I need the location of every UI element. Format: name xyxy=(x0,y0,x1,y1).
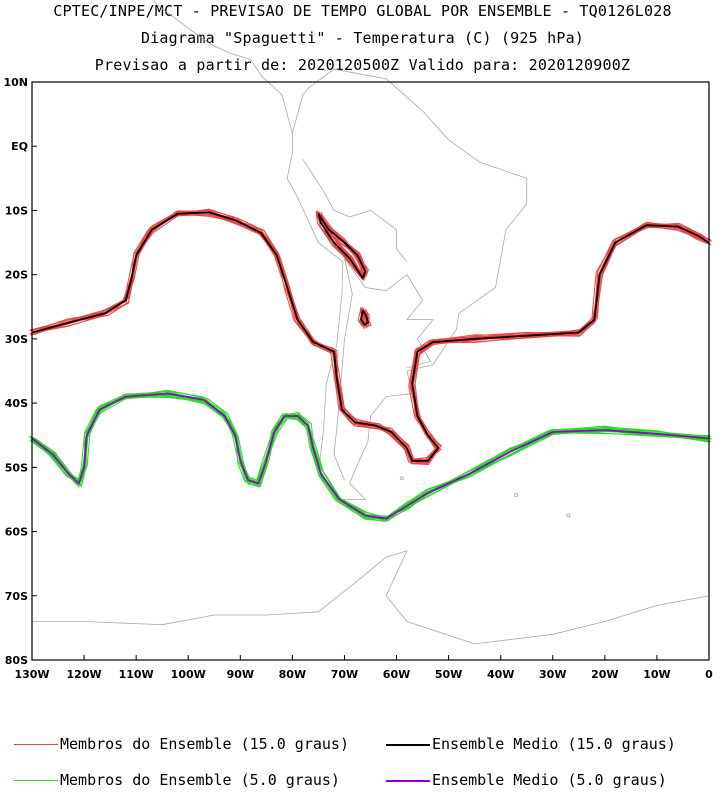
iso5-main-member-line xyxy=(33,393,708,522)
lon-tick-label: 30W xyxy=(539,668,566,681)
south-america-borders xyxy=(344,258,434,369)
legend-item-member5: Membros do Ensemble (5.0 graus) xyxy=(14,771,340,789)
lon-tick-label: 10W xyxy=(643,668,670,681)
legend-label-mean5: Ensemble Medio (5.0 graus) xyxy=(432,771,667,789)
lon-tick-label: 0 xyxy=(705,668,713,681)
legend-item-member15: Membros do Ensemble (15.0 graus) xyxy=(14,735,349,753)
legend-swatch-mean15 xyxy=(386,743,430,746)
lat-tick-label: 40S xyxy=(5,397,28,410)
lon-tick-label: 120W xyxy=(67,668,102,681)
lon-tick-label: 80W xyxy=(279,668,306,681)
iso5-main-member-line xyxy=(34,393,708,520)
amazon-borders xyxy=(302,158,408,263)
legend-swatch-member15 xyxy=(14,744,58,745)
iso5-main-member-line xyxy=(29,394,710,517)
header-title-line3: Previsao a partir de: 2020120500Z Valido… xyxy=(94,56,631,74)
lon-tick-label: 130W xyxy=(14,668,49,681)
map-frame xyxy=(31,81,710,661)
lon-tick-label: 20W xyxy=(591,668,618,681)
header-title-line2: Diagrama "Spaguetti" - Temperatura (C) (… xyxy=(140,29,585,47)
legend-item-mean15: Ensemble Medio (15.0 graus) xyxy=(386,735,676,753)
legend-label-member5: Membros do Ensemble (5.0 graus) xyxy=(60,771,340,789)
lon-tick-label: 60W xyxy=(383,668,410,681)
header-title-line1: CPTEC/INPE/MCT - PREVISAO DE TEMPO GLOBA… xyxy=(53,2,672,20)
iso5-main-member-line xyxy=(29,391,711,521)
lat-tick-label: EQ xyxy=(11,140,28,153)
lon-tick-label: 90W xyxy=(227,668,254,681)
legend-label-mean15: Ensemble Medio (15.0 graus) xyxy=(432,735,676,753)
legend-swatch-mean5 xyxy=(386,779,430,782)
lon-tick-label: 70W xyxy=(331,668,358,681)
lat-tick-label: 30S xyxy=(5,333,28,346)
contour-layer xyxy=(29,208,713,522)
lat-tick-label: 50S xyxy=(5,461,28,474)
lat-tick-label: 10S xyxy=(5,204,28,217)
south-america-coastline xyxy=(286,68,528,500)
iso5-main-member-line xyxy=(29,395,711,518)
lat-tick-label: 10N xyxy=(3,76,28,89)
iso5-main-member-line xyxy=(34,394,707,519)
coastline-layer xyxy=(32,0,710,645)
iso15-small-mean-line xyxy=(360,309,369,326)
legend-swatch-member5 xyxy=(14,780,58,781)
iso5-main-member-line xyxy=(32,393,709,522)
iso15-main-mean-line xyxy=(31,211,710,462)
lat-tick-label: 60S xyxy=(5,526,28,539)
iso5-main-member-line xyxy=(32,390,709,518)
lon-tick-label: 110W xyxy=(119,668,154,681)
island-outline xyxy=(566,513,571,518)
antarctica-coastline xyxy=(32,550,710,645)
island-outline xyxy=(399,476,404,481)
iso5-main-member-line xyxy=(30,391,711,522)
andes-border xyxy=(333,258,353,481)
lat-tick-label: 20S xyxy=(5,269,28,282)
lon-tick-label: 50W xyxy=(435,668,462,681)
lon-tick-label: 40W xyxy=(487,668,514,681)
island-outline xyxy=(514,492,519,497)
iso5-main-member-line xyxy=(29,393,713,518)
legend-item-mean5: Ensemble Medio (5.0 graus) xyxy=(386,771,667,789)
central-america-coastline xyxy=(153,0,293,134)
lon-tick-label: 100W xyxy=(171,668,206,681)
legend-label-member15: Membros do Ensemble (15.0 graus) xyxy=(60,735,349,753)
iso5-main-mean-line xyxy=(31,392,710,520)
iso5-main-member-line xyxy=(30,389,710,520)
iso15-main-member-line xyxy=(29,214,711,465)
lat-tick-label: 80S xyxy=(5,654,28,667)
iso15-andes-mean-line xyxy=(317,213,367,279)
lat-tick-label: 70S xyxy=(5,590,28,603)
